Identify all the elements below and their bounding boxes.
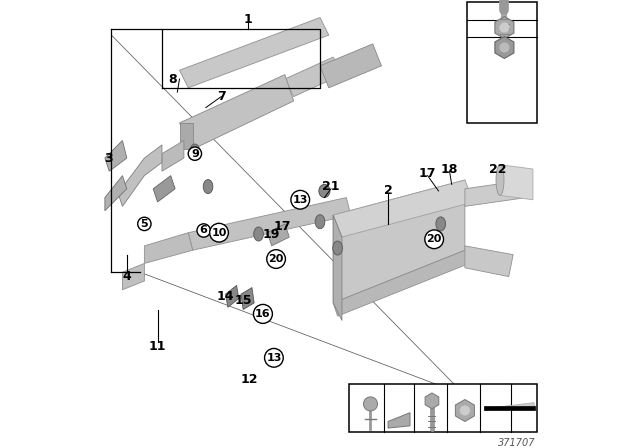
- Polygon shape: [179, 17, 329, 88]
- Text: 9: 9: [191, 149, 199, 159]
- Polygon shape: [268, 224, 289, 246]
- Ellipse shape: [253, 227, 264, 241]
- Polygon shape: [145, 233, 193, 263]
- Bar: [349, 384, 538, 432]
- Text: 17: 17: [419, 167, 436, 180]
- Polygon shape: [484, 406, 535, 410]
- Polygon shape: [285, 57, 342, 97]
- Text: 11: 11: [149, 340, 166, 353]
- Text: 20: 20: [268, 254, 284, 264]
- Text: 371707: 371707: [498, 438, 535, 448]
- Polygon shape: [500, 164, 533, 200]
- Text: 20: 20: [426, 234, 442, 244]
- Polygon shape: [122, 263, 145, 290]
- Polygon shape: [188, 198, 351, 250]
- Text: 2: 2: [383, 185, 392, 198]
- Text: 18: 18: [441, 163, 458, 176]
- Text: 21: 21: [322, 180, 340, 193]
- Circle shape: [500, 43, 509, 52]
- Bar: [467, 2, 538, 123]
- Text: 20: 20: [468, 41, 484, 51]
- Polygon shape: [333, 180, 474, 237]
- Circle shape: [364, 397, 378, 411]
- Ellipse shape: [315, 215, 325, 229]
- Ellipse shape: [190, 144, 200, 158]
- Text: 13: 13: [266, 353, 282, 363]
- Text: 1: 1: [243, 13, 252, 26]
- Circle shape: [461, 406, 469, 415]
- Text: 7: 7: [217, 90, 225, 103]
- Polygon shape: [333, 215, 342, 320]
- Polygon shape: [388, 413, 410, 428]
- Text: 10: 10: [211, 228, 227, 238]
- Text: 5: 5: [356, 387, 363, 397]
- Polygon shape: [320, 44, 381, 88]
- Text: 19: 19: [263, 228, 280, 241]
- Text: 17: 17: [274, 220, 291, 233]
- Polygon shape: [226, 285, 239, 307]
- Ellipse shape: [496, 164, 504, 195]
- Circle shape: [500, 23, 509, 32]
- Polygon shape: [179, 123, 193, 149]
- Ellipse shape: [319, 185, 330, 198]
- Text: 6: 6: [388, 387, 395, 397]
- Polygon shape: [333, 250, 469, 316]
- Text: 14: 14: [217, 290, 234, 303]
- Polygon shape: [105, 141, 127, 171]
- Polygon shape: [162, 141, 184, 171]
- Polygon shape: [179, 75, 294, 149]
- Text: 12: 12: [241, 373, 259, 386]
- Text: 13: 13: [468, 3, 484, 13]
- Text: 22: 22: [489, 163, 506, 176]
- Text: 13: 13: [292, 195, 308, 205]
- Polygon shape: [105, 176, 127, 211]
- Polygon shape: [465, 246, 513, 276]
- Polygon shape: [333, 180, 465, 303]
- Polygon shape: [465, 180, 526, 207]
- Text: 16: 16: [255, 309, 271, 319]
- Text: 10: 10: [449, 387, 463, 397]
- Text: 3: 3: [104, 151, 113, 164]
- Text: 5: 5: [141, 219, 148, 229]
- Polygon shape: [484, 403, 535, 410]
- Polygon shape: [241, 288, 254, 310]
- Text: 6: 6: [200, 225, 207, 236]
- Text: 16: 16: [468, 22, 484, 32]
- Polygon shape: [118, 145, 162, 207]
- Text: 15: 15: [234, 294, 252, 307]
- Text: 8: 8: [168, 73, 177, 86]
- Text: 9: 9: [419, 387, 426, 397]
- Text: 4: 4: [122, 270, 131, 283]
- Ellipse shape: [204, 180, 213, 194]
- Polygon shape: [153, 176, 175, 202]
- Ellipse shape: [333, 241, 342, 255]
- Ellipse shape: [436, 217, 445, 231]
